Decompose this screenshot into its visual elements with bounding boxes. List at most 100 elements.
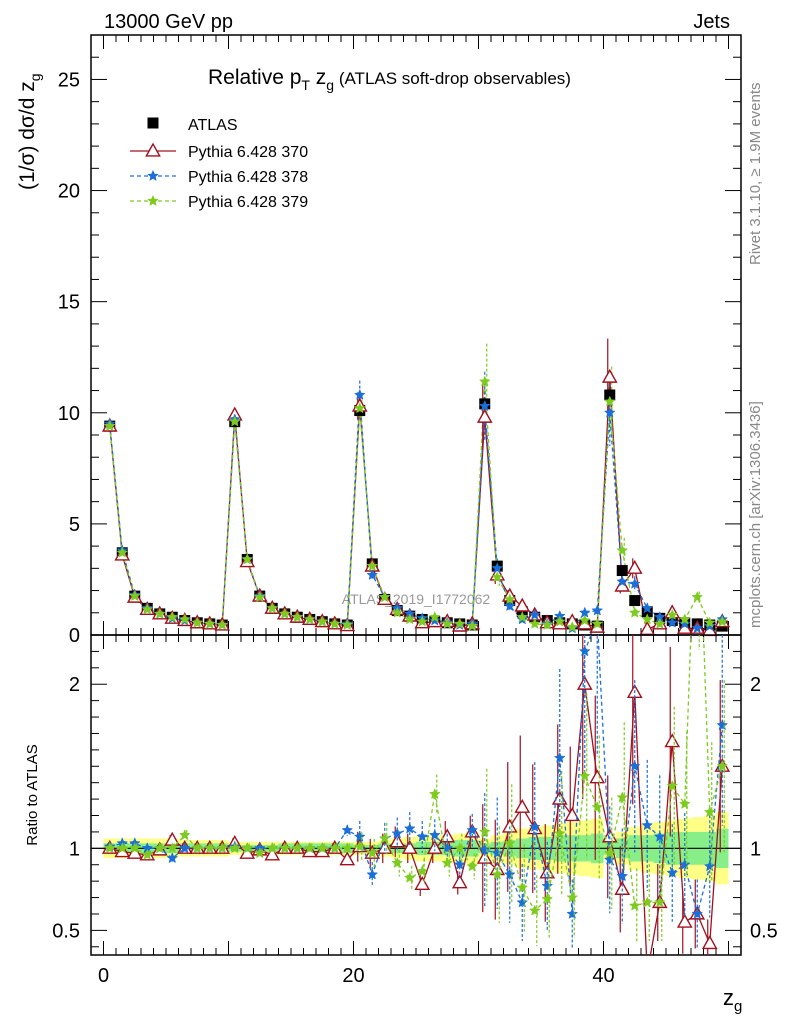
ratio-378-point	[403, 822, 416, 834]
ratio-370-point	[339, 851, 356, 866]
mc379-point	[641, 613, 654, 625]
ratio-378-point	[628, 760, 641, 772]
mc378-point	[603, 406, 616, 418]
ratio-370-point	[676, 913, 693, 928]
mc379-point	[253, 591, 266, 603]
ratio-379-point	[341, 842, 354, 854]
mc379-point	[416, 615, 429, 627]
mc379-point	[266, 602, 279, 614]
mc379-point	[328, 617, 341, 629]
mc379-point	[403, 613, 416, 625]
ratio-370-point	[401, 839, 418, 854]
ratio-379-point	[303, 842, 316, 854]
y-tick-label: 25	[58, 69, 80, 91]
x-tick-label: 20	[342, 965, 364, 987]
ratio-379-point	[141, 848, 154, 860]
ratio-y-tick-label: 1	[69, 838, 80, 860]
ratio-378-point	[528, 820, 541, 832]
ratio-378-point	[553, 751, 566, 764]
mc379-point	[453, 617, 466, 629]
mc378-point	[503, 599, 516, 612]
mc379-point	[553, 615, 566, 627]
energy-label: 13000 GeV pp	[104, 11, 233, 33]
mc379-point	[241, 553, 254, 565]
y-tick-label: 20	[58, 181, 80, 203]
ratio-378-point	[616, 870, 629, 882]
ratio-378-point	[653, 830, 666, 842]
atlas-point	[629, 595, 641, 607]
atlas-point	[604, 389, 616, 401]
ratio-379-point	[541, 893, 554, 905]
mc379-point	[128, 589, 141, 602]
ratio-379-point	[578, 769, 591, 782]
ratio-378-point	[466, 824, 479, 836]
ratio-378-point	[503, 868, 516, 880]
mc379-point	[703, 616, 716, 628]
ratio-379-point	[516, 881, 529, 893]
ratio-379-point	[316, 842, 329, 854]
ratio-379-point	[103, 842, 116, 854]
mc379-point	[303, 613, 316, 625]
mc379-point	[153, 607, 166, 619]
ratio-379-point	[553, 827, 566, 839]
ratio-379-point	[603, 847, 616, 859]
x-axis-label-sub: g	[734, 998, 742, 1015]
mc379-point	[316, 615, 329, 627]
watermark: ATLAS_2019_I1772062	[342, 591, 491, 607]
ratio-379-point	[391, 856, 404, 869]
ratio-379-point	[291, 842, 304, 854]
mc379-point	[666, 608, 679, 620]
ratio-379-point	[116, 842, 129, 854]
y-tick-label: 10	[58, 403, 80, 425]
ratio-378-point	[428, 829, 441, 841]
mc379-point	[191, 616, 204, 628]
ratio-379-point	[692, 449, 703, 459]
mc378-point	[691, 622, 704, 634]
mc378-point	[428, 614, 441, 626]
mc379-point	[603, 395, 616, 407]
ratio-frame	[90, 634, 742, 956]
mc379-point	[291, 611, 304, 623]
mc379-point	[578, 614, 591, 626]
mc370-point	[601, 368, 618, 383]
legend-star-marker	[147, 169, 159, 181]
mc370-point	[476, 408, 493, 423]
ratio-379-point	[378, 832, 391, 844]
ratio-379-point	[441, 856, 454, 869]
mc370-point	[676, 619, 693, 634]
ratio-379-point	[591, 801, 604, 813]
mc379-point	[503, 593, 516, 605]
legend-star-marker	[147, 194, 159, 206]
mc379-point	[116, 546, 129, 558]
mc378-point	[366, 568, 379, 580]
ratio-378-point	[341, 824, 354, 836]
chart-title-part: Relative p	[208, 66, 301, 89]
ratio-370-point	[389, 833, 406, 848]
mc379-point	[366, 559, 379, 572]
ratio-378-point	[516, 896, 529, 908]
ratio-370-point	[414, 876, 431, 891]
mc378-point	[666, 616, 679, 628]
ratio-379-point	[528, 904, 541, 916]
ratio-378-point	[678, 858, 691, 870]
x-tick-label: 40	[592, 965, 614, 987]
ratio-379-point	[203, 842, 216, 854]
ratio-379-point	[353, 840, 366, 852]
chart-title-part: z	[310, 66, 326, 89]
mc379-point	[353, 402, 366, 414]
ratio-370-point	[641, 966, 654, 978]
ratio-379-point	[228, 842, 241, 854]
mc379-point	[166, 611, 179, 623]
ratio-379-point	[328, 842, 341, 854]
ratio-379-point	[453, 842, 466, 854]
ratio-378-point	[366, 868, 379, 880]
mc378-point	[491, 562, 504, 574]
mc379-point	[391, 606, 404, 618]
mc379-point	[478, 375, 491, 387]
mc370-point	[514, 597, 531, 612]
jets-label: Jets	[693, 11, 730, 33]
ratio-370-point	[264, 846, 281, 861]
mc378-point	[528, 608, 541, 620]
ratio-379-point	[703, 806, 716, 818]
